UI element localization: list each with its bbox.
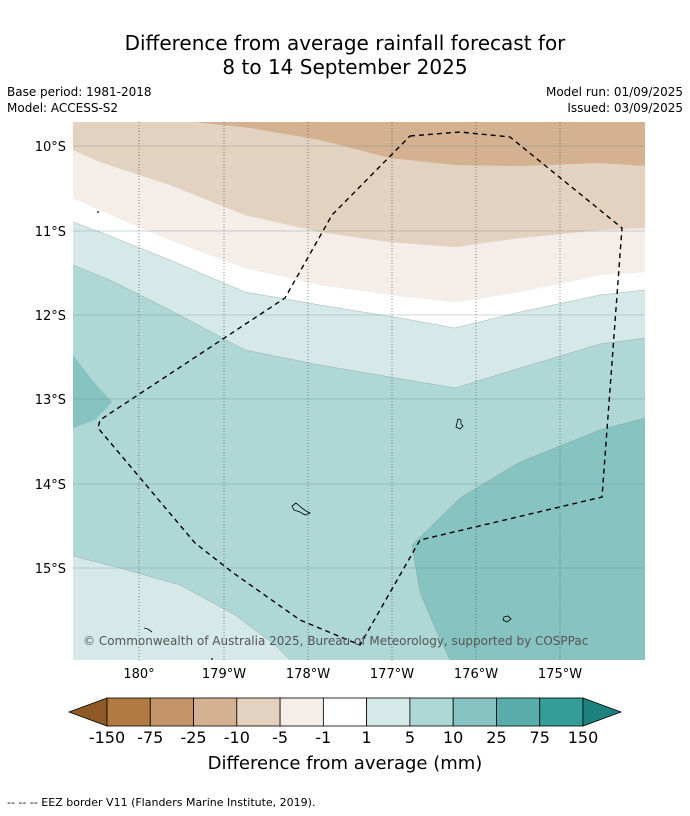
latitude-gridlines <box>73 145 645 569</box>
model-name: Model: ACCESS-S2 <box>7 101 119 115</box>
colorbar-segment <box>452 697 497 727</box>
colorbar-tick-label: -10 <box>224 728 250 747</box>
copyright-text: © Commonwealth of Australia 2025, Bureau… <box>83 634 588 648</box>
eez-border <box>97 131 623 646</box>
colorbar-tick-label: -25 <box>180 728 206 747</box>
title-line-2: 8 to 14 September 2025 <box>222 55 468 79</box>
rainfall-map: © Commonwealth of Australia 2025, Bureau… <box>73 122 645 660</box>
lat-label-15s: 15°S <box>35 562 66 577</box>
island-southwest-small <box>143 627 153 633</box>
colorbar-tick-label: -5 <box>272 728 288 747</box>
lat-label-14s: 14°S <box>35 478 66 493</box>
islet-south <box>211 658 213 660</box>
colorbar-segment <box>279 697 324 727</box>
lon-label-176w: 176°W <box>454 667 498 682</box>
island-southwest <box>291 502 311 516</box>
band-1-5-north <box>73 222 645 388</box>
colorbar-segment <box>236 697 281 727</box>
colorbar-extend-high <box>582 697 623 727</box>
colorbar-tick-label: 10 <box>443 728 463 747</box>
lat-label-13s: 13°S <box>35 393 66 408</box>
title-line-1: Difference from average rainfall forecas… <box>124 31 566 55</box>
lon-label-180: 180° <box>123 667 154 682</box>
colorbar-segment <box>409 697 454 727</box>
colorbar-tick-label: 150 <box>568 728 599 747</box>
band-minus5-minus1 <box>73 150 645 302</box>
lon-label-177w: 177°W <box>370 667 414 682</box>
model-run: Model run: 01/09/2025 <box>545 85 683 99</box>
eez-footnote: -- -- -- EEZ border V11 (Flanders Marine… <box>7 796 316 809</box>
lon-label-175w: 175°W <box>538 667 582 682</box>
colorbar-tick-label: 1 <box>362 728 372 747</box>
base-period: Base period: 1981-2018 <box>7 85 152 99</box>
colorbar-segment <box>366 697 411 727</box>
band-10-25-west <box>73 355 112 428</box>
band-neutral <box>73 198 645 328</box>
colorbar-extend-low <box>67 697 108 727</box>
lat-label-10s: 10°S <box>35 140 66 155</box>
island-east <box>455 418 464 430</box>
lat-label-12s: 12°S <box>35 309 66 324</box>
colorbar-segment <box>106 697 151 727</box>
issued-date: Issued: 03/09/2025 <box>567 101 683 115</box>
colorbar-label: Difference from average (mm) <box>207 753 483 774</box>
band-10-25-east <box>412 418 645 660</box>
lon-label-179w: 179°W <box>202 667 246 682</box>
colorbar-segment <box>496 697 541 727</box>
island-south <box>502 615 512 623</box>
colorbar <box>67 697 623 727</box>
lat-label-11s: 11°S <box>35 225 66 240</box>
colorbar-tick-label: -1 <box>315 728 331 747</box>
colorbar-tick-label: -150 <box>89 728 125 747</box>
band-1-5-southwest <box>73 556 290 660</box>
colorbar-segment <box>322 697 368 727</box>
colorbar-tick-label: 75 <box>530 728 550 747</box>
colorbar-tick-label: -75 <box>137 728 163 747</box>
colorbar-segment <box>539 697 584 727</box>
band-minus10-minus5 <box>73 122 645 247</box>
colorbar-tick-label: 5 <box>405 728 415 747</box>
colorbar-tick-label: 25 <box>486 728 506 747</box>
colorbar-segment <box>193 697 238 727</box>
lon-label-178w: 178°W <box>286 667 330 682</box>
colorbar-segment <box>149 697 194 727</box>
islet-northwest <box>97 211 99 213</box>
